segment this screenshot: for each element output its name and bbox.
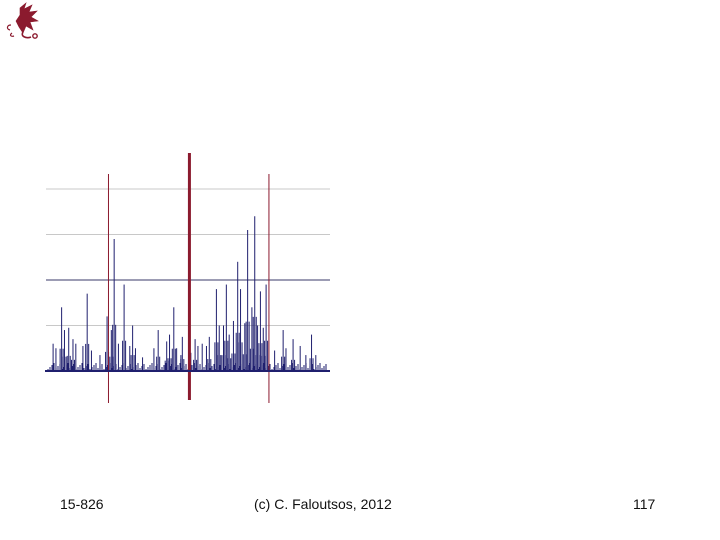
footer-page-number: 117 — [633, 496, 656, 512]
chart-markers — [107, 153, 270, 403]
footer-credit: (c) C. Faloutsos, 2012 — [254, 496, 392, 512]
chart-spikes — [47, 216, 327, 371]
dragon-logo-icon — [6, 2, 39, 39]
footer-course-number: 15-826 — [60, 496, 104, 512]
